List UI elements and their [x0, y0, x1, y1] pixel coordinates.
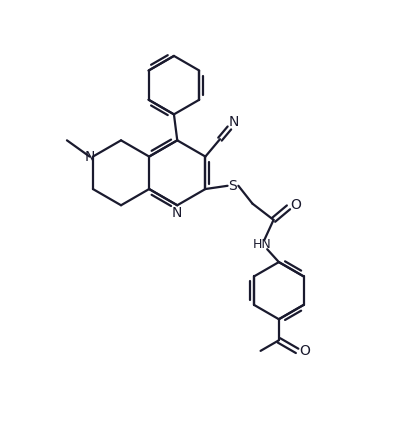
Text: HN: HN [253, 238, 272, 251]
Text: O: O [299, 344, 310, 358]
Text: O: O [290, 198, 301, 212]
Text: N: N [171, 206, 181, 220]
Text: N: N [85, 149, 95, 164]
Text: S: S [229, 179, 237, 193]
Text: N: N [229, 115, 239, 129]
